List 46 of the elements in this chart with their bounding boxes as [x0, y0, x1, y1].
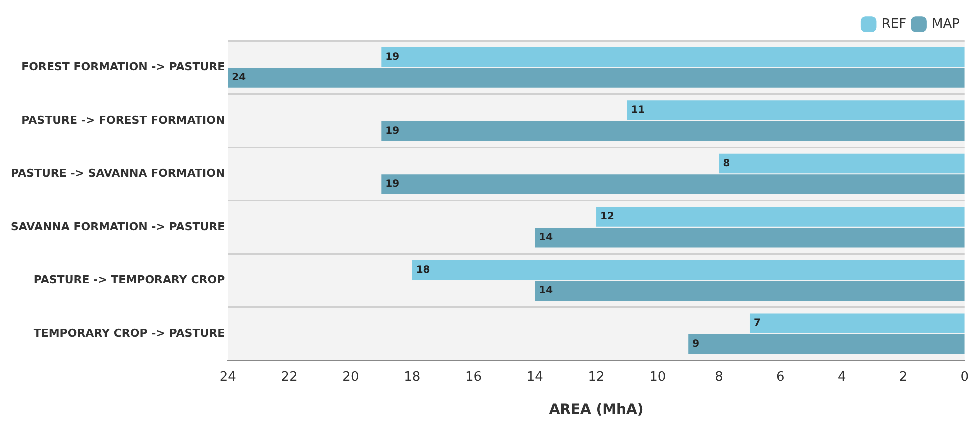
y-tick-label: SAVANNA FORMATION -> PASTURE — [10, 220, 226, 234]
x-tick-label: 4 — [838, 370, 846, 385]
data-label: 19 — [386, 52, 400, 63]
bar — [382, 174, 965, 194]
data-label: 14 — [539, 286, 554, 297]
bar — [228, 68, 965, 88]
x-tick-label: 8 — [715, 370, 724, 385]
data-label: 8 — [723, 158, 730, 170]
x-tick-label: 24 — [220, 370, 236, 385]
data-label: 7 — [754, 318, 761, 330]
data-label: 18 — [416, 264, 430, 276]
data-label: 14 — [539, 232, 554, 244]
x-tick-label: 18 — [404, 370, 421, 385]
x-tick-label: 22 — [281, 370, 298, 385]
y-tick-label: FOREST FORMATION -> PASTURE — [22, 60, 226, 74]
data-label: 9 — [692, 338, 700, 350]
bar — [382, 47, 965, 68]
x-tick-label: 14 — [526, 370, 544, 385]
data-label: 12 — [600, 212, 614, 223]
x-tick-label: 16 — [465, 370, 482, 385]
data-label: 19 — [386, 126, 400, 137]
x-tick-label: 2 — [899, 370, 908, 385]
bar — [627, 100, 965, 120]
bar — [412, 260, 965, 280]
bar — [719, 154, 965, 174]
data-label: 19 — [386, 179, 400, 190]
x-axis-title: AREA (MhA) — [549, 402, 644, 418]
x-tick-label: 6 — [776, 370, 785, 385]
y-tick-label: PASTURE -> TEMPORARY CROP — [34, 274, 226, 287]
y-tick-label: PASTURE -> FOREST FORMATION — [22, 114, 226, 127]
x-tick-label: 0 — [960, 370, 970, 385]
data-label: 11 — [631, 105, 646, 116]
y-tick-label: PASTURE -> SAVANNA FORMATION — [10, 167, 226, 180]
bar — [382, 121, 965, 142]
bar — [688, 334, 965, 354]
bar — [535, 281, 965, 301]
bar — [535, 228, 965, 248]
legend-label: MAP — [932, 16, 960, 32]
x-tick-label: 12 — [588, 370, 605, 385]
y-tick-label: TEMPORARY CROP -> PASTURE — [34, 326, 226, 340]
x-tick-label: 20 — [342, 370, 360, 385]
data-label: 24 — [232, 72, 246, 84]
x-tick-label: 10 — [650, 370, 666, 385]
bar — [596, 207, 965, 227]
legend-label: REF — [882, 16, 907, 32]
bar — [750, 314, 965, 334]
